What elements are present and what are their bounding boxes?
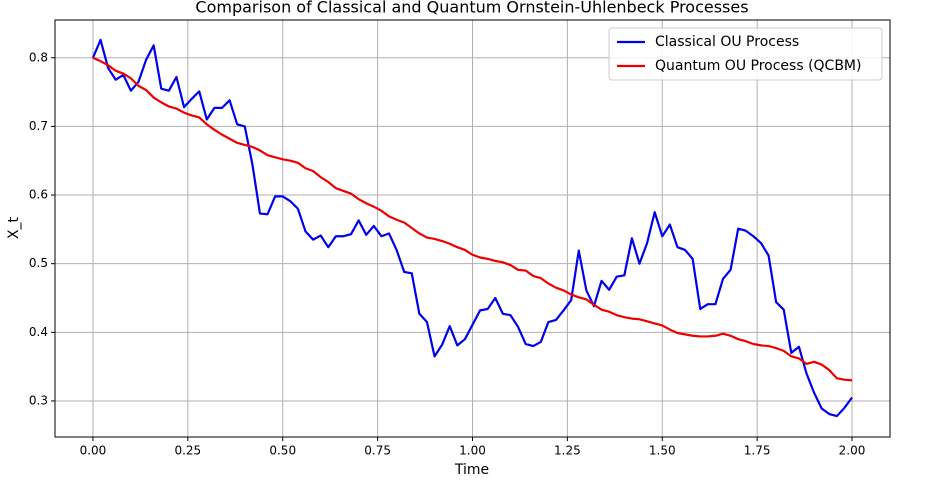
x-tick-label: 0.00 [80,444,107,458]
data-line [91,38,853,418]
x-tick-label: 0.50 [269,444,296,458]
y-axis-label: X_t [6,216,22,239]
legend: Classical OU Process Quantum OU Process (… [608,27,883,81]
plot-frame [54,19,891,438]
legend-label: Quantum OU Process (QCBM) [655,58,861,74]
x-tick-label: 0.25 [174,444,201,458]
y-tick-label: 0.7 [29,119,48,133]
data-line [92,56,853,382]
x-axis-label: Time [454,462,489,478]
y-tick-label: 0.3 [29,393,48,407]
y-tick-label: 0.6 [29,188,48,202]
legend-label: Classical OU Process [655,34,799,50]
x-tick-label: 1.75 [744,444,771,458]
chart-title: Comparison of Classical and Quantum Orns… [195,0,748,17]
y-tick-label: 0.8 [29,50,48,64]
x-tick-label: 1.25 [554,444,581,458]
y-tick-label: 0.4 [29,325,48,339]
x-tick-label: 1.00 [459,444,486,458]
x-tick-label: 2.00 [839,444,866,458]
y-tick-label: 0.5 [29,256,48,270]
legend-box [608,27,883,81]
x-tick-label: 1.50 [649,444,676,458]
x-tick-label: 0.75 [364,444,391,458]
